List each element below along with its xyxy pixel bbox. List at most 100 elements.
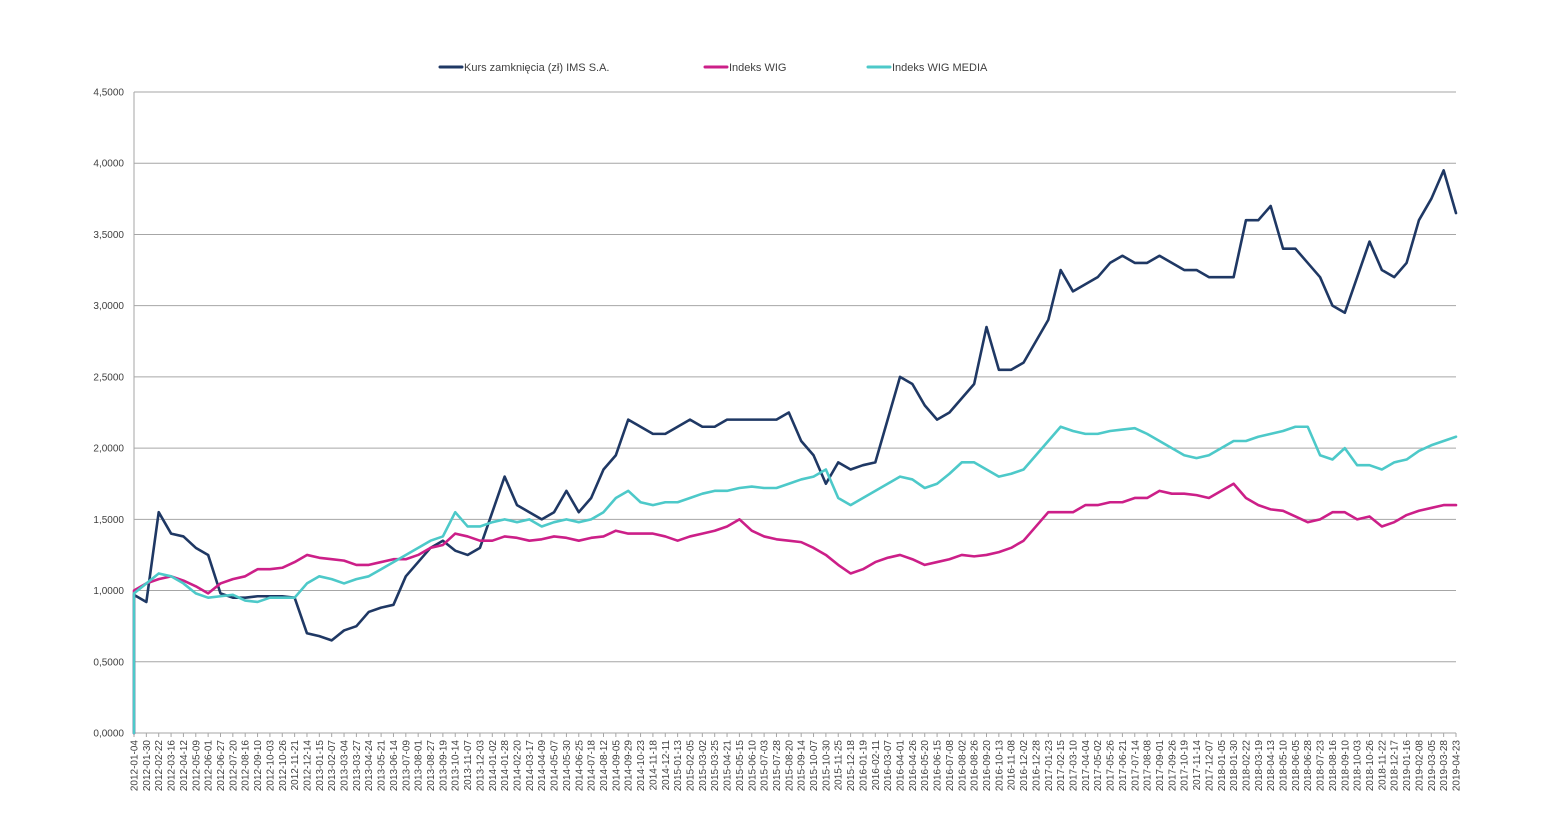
x-tick-label: 2012-04-12 [179, 740, 190, 792]
x-tick-label: 2012-02-22 [154, 740, 165, 792]
x-tick-label: 2015-03-25 [710, 740, 721, 792]
x-tick-label: 2017-08-08 [1143, 740, 1154, 792]
x-tick-label: 2012-11-21 [290, 740, 301, 791]
x-tick-label: 2016-10-13 [994, 740, 1005, 792]
x-tick-label: 2016-11-08 [1007, 740, 1018, 791]
x-tick-label: 2018-10-03 [1353, 740, 1364, 792]
x-tick-label: 2013-01-15 [315, 740, 326, 792]
y-tick-label: 2,0000 [93, 444, 124, 455]
x-tick-label: 2013-05-21 [377, 740, 388, 792]
x-tick-label: 2017-10-19 [1180, 740, 1191, 792]
x-tick-label: 2012-06-27 [216, 740, 227, 792]
x-axis-tick-labels: 2012-01-04 2012-01-30 2012-02-22 2012-03-16… [130, 733, 1463, 791]
x-tick-label: 2018-11-22 [1377, 740, 1388, 791]
x-tick-label: 2017-05-26 [1106, 740, 1117, 792]
x-tick-label: 2012-10-26 [278, 740, 289, 792]
y-tick-label: 3,0000 [93, 301, 124, 312]
x-tick-label: 2016-04-26 [908, 740, 919, 792]
x-tick-label: 2016-08-26 [970, 740, 981, 792]
x-tick-label: 2017-09-01 [1155, 740, 1166, 792]
legend-label: Kurs zamknięcia (zł) IMS S.A. [464, 62, 609, 74]
x-tick-label: 2018-02-22 [1241, 740, 1252, 792]
x-tick-label: 2012-01-30 [142, 740, 153, 792]
x-tick-label: 2016-12-02 [1019, 740, 1030, 792]
x-tick-label: 2018-07-23 [1316, 740, 1327, 792]
x-tick-label: 2018-09-10 [1340, 740, 1351, 792]
x-tick-label: 2018-10-26 [1365, 740, 1376, 792]
x-tick-label: 2016-06-15 [933, 740, 944, 792]
x-tick-label: 2013-03-27 [352, 740, 363, 792]
x-tick-label: 2018-04-13 [1266, 740, 1277, 792]
x-tick-label: 2013-08-27 [426, 740, 437, 792]
x-tick-label: 2015-10-07 [809, 740, 820, 792]
x-tick-label: 2012-10-03 [265, 740, 276, 792]
x-tick-label: 2015-02-05 [685, 740, 696, 792]
legend-label: Indeks WIG [729, 62, 786, 74]
x-tick-label: 2014-05-30 [562, 740, 573, 792]
x-tick-label: 2013-07-09 [401, 740, 412, 792]
series-lines [132, 169, 1458, 735]
x-tick-label: 2014-01-28 [500, 740, 511, 792]
x-tick-label: 2015-05-15 [735, 740, 746, 792]
y-tick-label: 4,5000 [93, 88, 124, 99]
x-tick-label: 2014-06-25 [574, 740, 585, 792]
x-tick-label: 2016-01-19 [858, 740, 869, 792]
x-tick-label: 2018-06-28 [1303, 740, 1314, 792]
x-tick-label: 2014-08-12 [599, 740, 610, 792]
x-tick-label: 2014-07-18 [587, 740, 598, 792]
y-axis-tick-labels: 0,0000 0,5000 1,0000 1,5000 2,0000 2,5000 3,00… [93, 88, 124, 740]
x-tick-label: 2018-01-05 [1217, 740, 1228, 792]
x-tick-label: 2017-05-02 [1093, 740, 1104, 792]
x-tick-label: 2013-04-24 [364, 740, 375, 792]
x-tick-label: 2014-12-11 [661, 740, 672, 791]
x-tick-label: 2019-03-05 [1427, 740, 1438, 792]
x-tick-label: 2012-08-16 [241, 740, 252, 792]
x-tick-label: 2015-08-20 [784, 740, 795, 792]
x-tick-label: 2017-04-04 [1081, 740, 1092, 792]
x-tick-label: 2017-07-14 [1130, 740, 1141, 792]
x-tick-label: 2015-10-30 [821, 740, 832, 792]
x-tick-label: 2014-03-17 [525, 740, 536, 792]
x-tick-label: 2016-05-20 [920, 740, 931, 792]
x-tick-label: 2013-09-19 [438, 740, 449, 792]
series-line-1 [132, 482, 1458, 735]
x-tick-label: 2014-09-05 [611, 740, 622, 792]
x-tick-label: 2015-03-02 [698, 740, 709, 792]
x-tick-label: 2014-05-07 [550, 740, 561, 792]
x-tick-label: 2018-06-05 [1291, 740, 1302, 792]
x-tick-label: 2017-03-10 [1068, 740, 1079, 792]
x-tick-label: 2013-02-07 [327, 740, 338, 792]
x-tick-label: 2014-10-23 [636, 740, 647, 792]
y-tick-label: 0,5000 [93, 657, 124, 668]
x-tick-label: 2018-12-17 [1390, 740, 1401, 792]
x-tick-label: 2013-12-03 [475, 740, 486, 792]
series-line-0 [132, 169, 1458, 735]
x-tick-label: 2012-03-16 [167, 740, 178, 792]
x-tick-label: 2016-07-08 [945, 740, 956, 792]
x-tick-label: 2019-04-23 [1452, 740, 1463, 792]
x-tick-label: 2013-11-07 [463, 740, 474, 791]
x-tick-label: 2016-02-11 [871, 740, 882, 791]
series-line-2 [132, 425, 1458, 735]
x-tick-label: 2014-09-29 [624, 740, 635, 792]
gridlines [133, 91, 1456, 734]
x-tick-label: 2019-03-28 [1439, 740, 1450, 792]
x-tick-label: 2013-03-04 [340, 740, 351, 792]
y-tick-label: 4,0000 [93, 159, 124, 170]
x-tick-label: 2015-06-10 [747, 740, 758, 792]
y-tick-label: 2,5000 [93, 372, 124, 383]
x-tick-label: 2015-04-21 [723, 740, 734, 792]
x-tick-label: 2015-01-13 [673, 740, 684, 792]
x-tick-label: 2013-10-14 [451, 740, 462, 792]
x-tick-label: 2012-05-09 [191, 740, 202, 792]
x-tick-label: 2018-03-19 [1254, 740, 1265, 792]
x-tick-label: 2014-11-18 [648, 740, 659, 791]
x-tick-label: 2017-09-26 [1167, 740, 1178, 792]
x-tick-label: 2015-09-14 [797, 740, 808, 792]
x-tick-label: 2015-11-25 [834, 740, 845, 791]
x-tick-label: 2012-12-14 [302, 740, 313, 792]
x-tick-label: 2018-05-10 [1279, 740, 1290, 792]
y-tick-label: 0,0000 [93, 729, 124, 740]
x-tick-label: 2017-12-07 [1204, 740, 1215, 792]
